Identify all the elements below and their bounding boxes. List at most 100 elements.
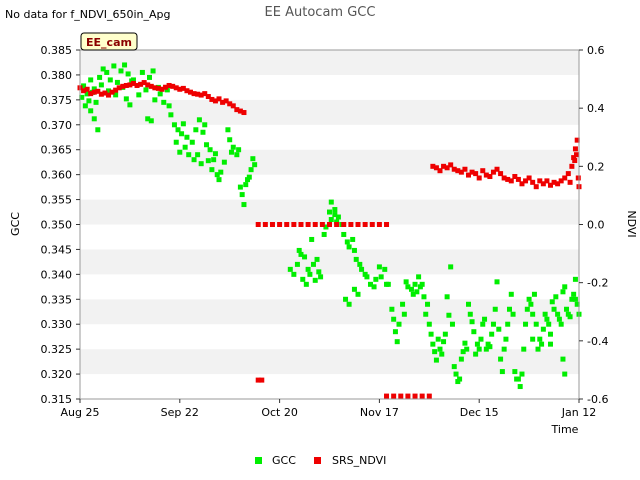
ndvi-point [569,163,575,169]
ndvi-point [384,222,390,227]
gcc-point [530,311,536,317]
gcc-point [310,261,316,267]
gcc-point [547,331,553,337]
gcc-point [191,157,197,163]
ndvi-axis-ticks: -0.6 -0.4 -0.2 0.0 0.2 0.4 0.6 [579,44,608,406]
ndvi-point [494,166,500,172]
ndvi-point [145,82,151,88]
ndvi-point [220,99,226,105]
gcc-point [476,346,482,352]
ndvi-point [91,89,97,95]
gcc-point [198,161,204,167]
legend-gcc-label: GCC [272,454,296,467]
gcc-point [107,77,113,83]
gcc-point [425,301,431,307]
gcc-point [480,321,486,327]
gcc-point [303,281,309,287]
gcc-point [371,284,377,290]
ndvi-point [575,175,581,181]
gcc-point [478,336,484,342]
gcc-tick-label: 0.370 [41,119,73,132]
gcc-point [309,236,315,242]
gcc-point [567,314,573,320]
gcc-point [84,91,90,97]
ndvi-point [473,171,479,177]
ndvi-point [466,172,472,178]
gcc-point [312,277,318,283]
gcc-point [323,224,329,230]
gcc-point [100,66,106,72]
gcc-point [378,274,384,280]
gcc-point [487,344,493,350]
ndvi-point [451,166,457,172]
gcc-point [560,289,566,295]
ndvi-point [547,182,553,188]
gcc-point [419,281,425,287]
gcc-point [335,214,341,220]
ndvi-point [216,96,222,102]
ndvi-point [462,166,468,172]
gcc-point [512,369,518,375]
ndvi-point [476,175,482,181]
gcc-point [287,266,293,272]
ndvi-tick-label: -0.4 [587,335,608,348]
ndvi-point [412,393,418,399]
ndvi-point [376,222,382,227]
ndvi-point [537,178,543,184]
ndvi-tick-label: 0.0 [587,219,605,232]
ndvi-point [515,176,521,182]
gcc-point [236,147,242,153]
ndvi-point [184,88,190,94]
gcc-point [104,69,110,75]
gcc-point [435,336,441,342]
ndvi-point [572,146,578,152]
grid-band [80,274,579,300]
ndvi-point [148,83,154,89]
gcc-point [508,291,514,297]
gcc-point [294,261,300,267]
ndvi-point [116,85,122,91]
ndvi-point [574,152,580,158]
gcc-tick-label: 0.375 [41,94,73,107]
gcc-point [483,346,489,352]
ndvi-point [262,222,268,227]
gcc-point [207,147,213,153]
gcc-point [426,321,432,327]
grid-band [80,374,579,399]
gcc-point [234,152,240,158]
ndvi-point [398,393,404,399]
gcc-point [221,159,227,165]
gcc-point [351,247,357,253]
gcc-point [182,144,188,150]
ndvi-point [81,88,87,94]
gcc-point [316,269,322,275]
gcc-point [318,274,324,280]
ndvi-point [334,222,340,227]
grid-band [80,124,579,150]
ndvi-point [177,86,183,92]
gcc-point [95,127,101,133]
gcc-point [305,266,311,272]
grid-band [80,224,579,250]
gcc-point [403,279,409,285]
gcc-point [209,167,215,173]
gcc-point [168,112,174,118]
gcc-point [458,356,464,362]
gcc-point [239,192,245,198]
gcc-point [453,371,459,377]
ndvi-point [305,222,311,227]
gcc-point [122,62,128,68]
gcc-point [300,276,306,282]
ndvi-tick-label: 0.6 [587,44,605,57]
ndvi-point [405,393,411,399]
gcc-point [524,306,530,312]
ndvi-point [448,162,454,168]
gcc-point [341,231,347,237]
gcc-point [517,384,523,390]
ndvi-point [384,393,390,399]
gcc-point [376,264,382,270]
ndvi-point [574,137,580,143]
grid-band [80,50,579,75]
site-label: EE_cam [86,36,132,49]
